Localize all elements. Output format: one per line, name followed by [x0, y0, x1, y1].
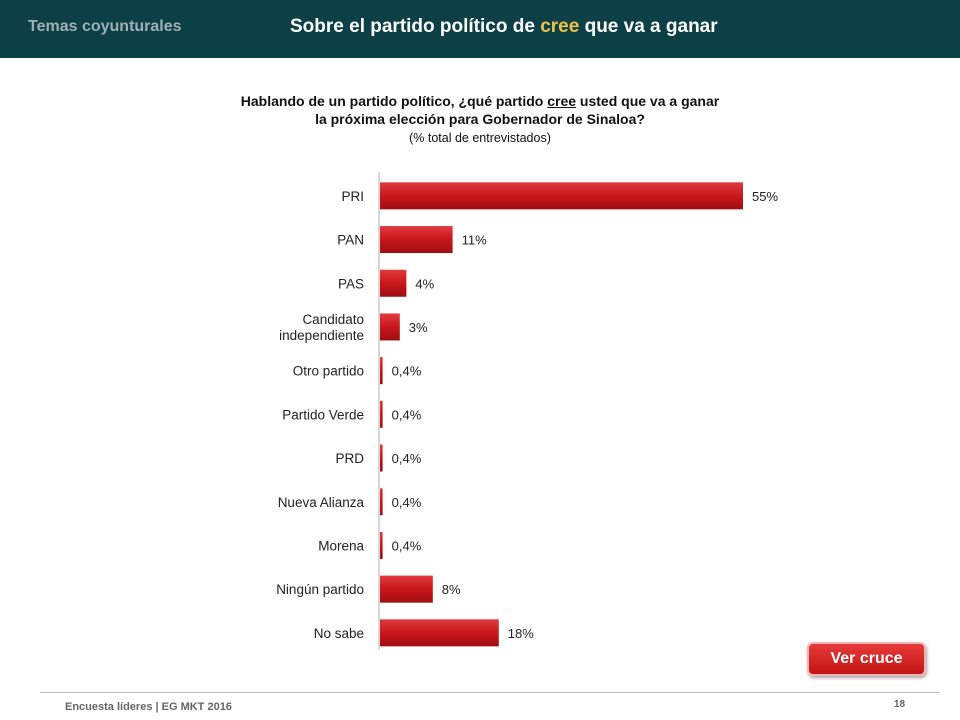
- data-label-partido-verde: 0,4%: [392, 407, 422, 422]
- data-label-morena: 0,4%: [392, 538, 422, 553]
- category-label-prd: PRD: [335, 451, 364, 466]
- bar-prd: [380, 444, 383, 472]
- bar-pan: [380, 226, 453, 254]
- category-label-pas: PAS: [338, 276, 364, 291]
- page-number: 18: [894, 699, 906, 710]
- category-label-candidato-independiente: Candidato independiente: [279, 312, 364, 343]
- category-label-nueva-alianza: Nueva Alianza: [278, 495, 365, 510]
- question-line-1-start: Hablando de un partido político, ¿qué pa…: [240, 93, 548, 109]
- section-label: Temas coyunturales: [28, 18, 182, 35]
- question-line-1-end: usted que va a ganar: [576, 93, 720, 109]
- data-label-nueva-alianza: 0,4%: [392, 495, 422, 510]
- data-label-pri: 55%: [752, 189, 778, 204]
- header-bar: Temas coyunturales Sobre el partido polí…: [0, 0, 960, 58]
- category-label-pri: PRI: [341, 189, 364, 204]
- question-line-2: la próxima elección para Gobernador de S…: [315, 111, 645, 127]
- bar-nueva-alianza: [380, 488, 383, 516]
- data-label-ning-n-partido: 8%: [442, 582, 461, 597]
- question-subtitle: (% total de entrevistados): [409, 131, 551, 145]
- slide-title-highlight: cree: [540, 16, 580, 37]
- slide-title-start: Sobre el partido político de: [290, 16, 541, 37]
- bar-candidato-independiente: [380, 313, 400, 341]
- category-label-morena: Morena: [318, 538, 364, 553]
- data-label-pan: 11%: [462, 233, 487, 248]
- data-label-prd: 0,4%: [392, 451, 422, 466]
- category-label-ning-n-partido: Ningún partido: [276, 582, 364, 597]
- slide-title: Sobre el partido político de cree que va…: [290, 16, 718, 38]
- category-label-partido-verde: Partido Verde: [282, 407, 364, 422]
- question-underlined-word: cree: [547, 93, 577, 109]
- bar-partido-verde: [380, 400, 383, 428]
- slide-title-end: que va a ganar: [579, 16, 718, 37]
- ver-cruce-button[interactable]: Ver cruce: [807, 642, 926, 676]
- footer-source: Encuesta líderes | EG MKT 2016: [65, 701, 232, 713]
- bar-otro-partido: [380, 357, 383, 385]
- footer-divider: [40, 692, 940, 693]
- data-label-candidato-independiente: 3%: [409, 320, 428, 335]
- data-label-no-sabe: 18%: [508, 626, 534, 641]
- data-label-pas: 4%: [415, 276, 434, 291]
- bar-pri: [380, 182, 743, 210]
- bar-no-sabe: [380, 619, 499, 647]
- data-label-otro-partido: 0,4%: [392, 364, 422, 379]
- category-label-pan: PAN: [337, 233, 364, 248]
- category-label-no-sabe: No sabe: [314, 626, 364, 641]
- bar-ning-n-partido: [380, 575, 433, 603]
- question-line-1: Hablando de un partido político, ¿qué pa…: [0, 93, 960, 109]
- category-label-otro-partido: Otro partido: [293, 364, 364, 379]
- bar-morena: [380, 531, 383, 559]
- bar-pas: [380, 269, 407, 297]
